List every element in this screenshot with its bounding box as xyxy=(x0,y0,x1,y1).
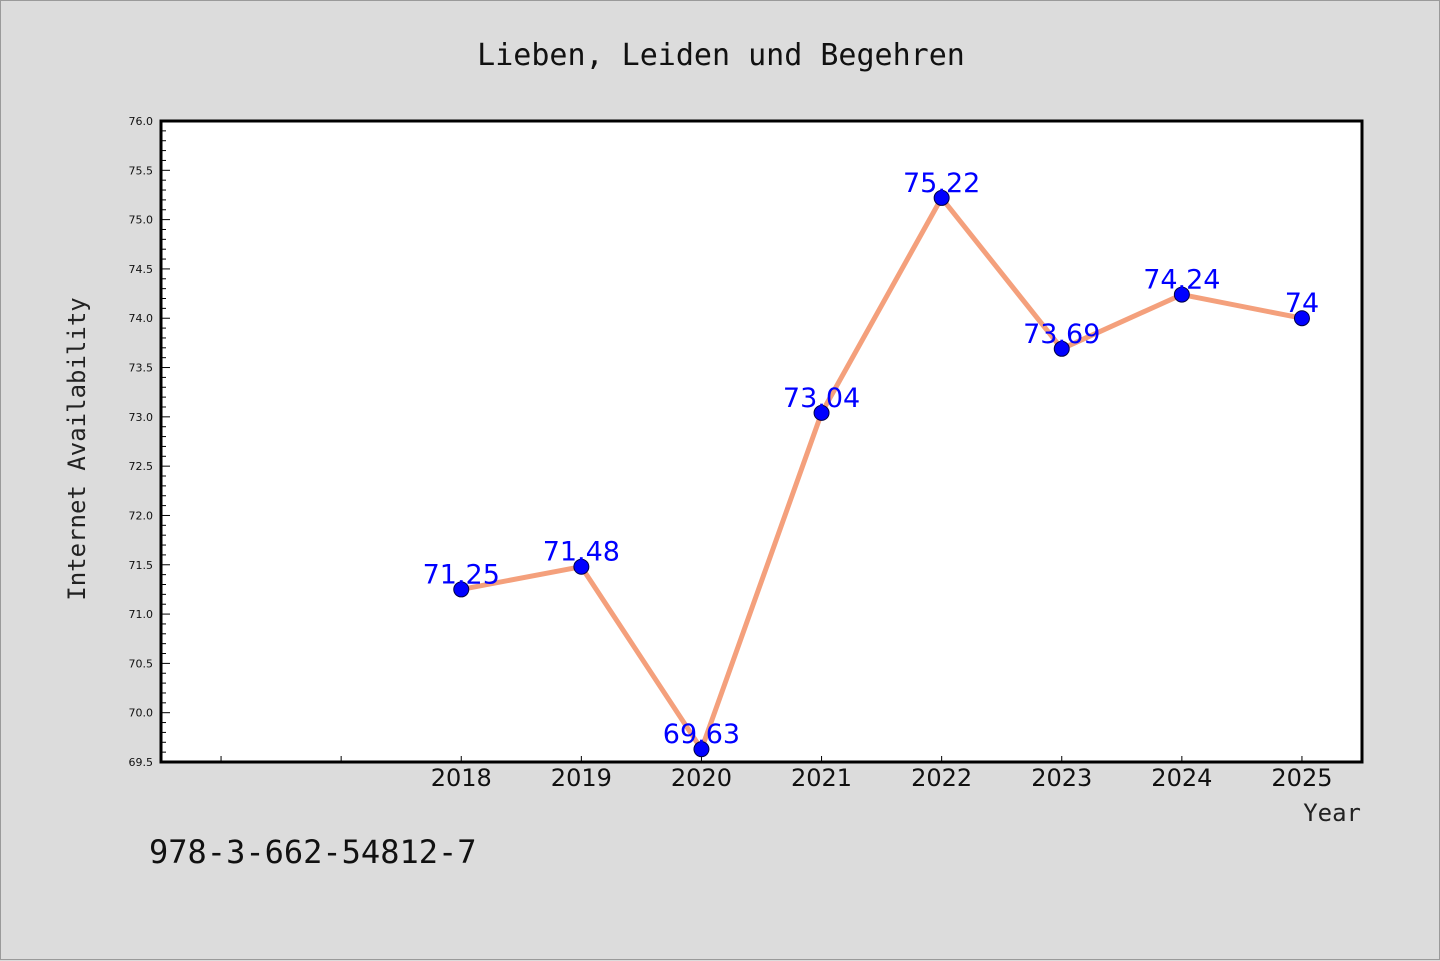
data-label: 73.69 xyxy=(1023,319,1100,350)
data-label: 71.25 xyxy=(423,559,500,590)
y-tick-label: 73.0 xyxy=(129,411,154,424)
data-point xyxy=(933,189,950,206)
series-line xyxy=(458,195,1305,752)
x-tick-label: 2018 xyxy=(431,764,492,792)
x-tick-label: 2022 xyxy=(911,764,972,792)
x-tick-label: 2025 xyxy=(1271,764,1332,792)
data-point xyxy=(1053,340,1070,357)
chart-title: Lieben, Leiden und Begehren xyxy=(477,38,965,73)
series-line-group xyxy=(458,195,1305,752)
y-tick-label: 72.0 xyxy=(129,509,154,522)
y-tick-label: 70.0 xyxy=(129,707,154,720)
y-tick-label: 74.5 xyxy=(129,263,154,276)
isbn-footnote: 978-3-662-54812-7 xyxy=(149,833,477,871)
y-axis: 69.5 70.0 70.5 71.0 71.5 72.0 72.5 73.0 73.5 74.0… xyxy=(129,115,170,769)
plot-area xyxy=(161,121,1362,762)
data-label: 73.04 xyxy=(783,383,860,414)
y-tick-label: 70.5 xyxy=(129,657,154,670)
y-tick-label: 69.5 xyxy=(129,756,154,769)
y-tick-label: 71.0 xyxy=(129,608,154,621)
data-point xyxy=(1293,310,1310,327)
data-label: 75.22 xyxy=(903,168,980,199)
data-label: 71.48 xyxy=(543,537,620,568)
data-labels: 71.25 71.48 69.63 73.04 75.22 73.69 74.24 74 xyxy=(423,168,1320,750)
plot-frame xyxy=(159,119,1364,764)
y-tick-label: 72.5 xyxy=(129,460,154,473)
x-axis: 2018 2019 2020 2021 2022 2023 2024 2025 xyxy=(220,756,1332,792)
data-label: 74 xyxy=(1285,288,1319,319)
x-tick-label: 2019 xyxy=(551,764,612,792)
y-tick-label: 71.5 xyxy=(129,559,154,572)
x-tick-label: 2023 xyxy=(1031,764,1092,792)
y-tick-label: 75.5 xyxy=(129,164,154,177)
data-point xyxy=(813,404,830,421)
y-tick-label: 76.0 xyxy=(129,115,154,128)
x-tick-label: 2024 xyxy=(1151,764,1212,792)
data-label: 74.24 xyxy=(1143,265,1220,296)
y-tick-label: 74.0 xyxy=(129,312,154,325)
data-point xyxy=(573,558,590,575)
data-point xyxy=(1173,286,1190,303)
x-tick-label: 2021 xyxy=(791,764,852,792)
x-tick-label: 2020 xyxy=(671,764,732,792)
data-point xyxy=(693,741,710,758)
x-axis-label: Year xyxy=(1303,799,1361,827)
y-axis-label: Internet Availability xyxy=(63,297,91,600)
data-markers xyxy=(453,189,1310,758)
data-point xyxy=(453,581,470,598)
y-tick-label: 75.0 xyxy=(129,214,154,227)
y-tick-label: 73.5 xyxy=(129,362,154,375)
data-label: 69.63 xyxy=(663,719,740,750)
